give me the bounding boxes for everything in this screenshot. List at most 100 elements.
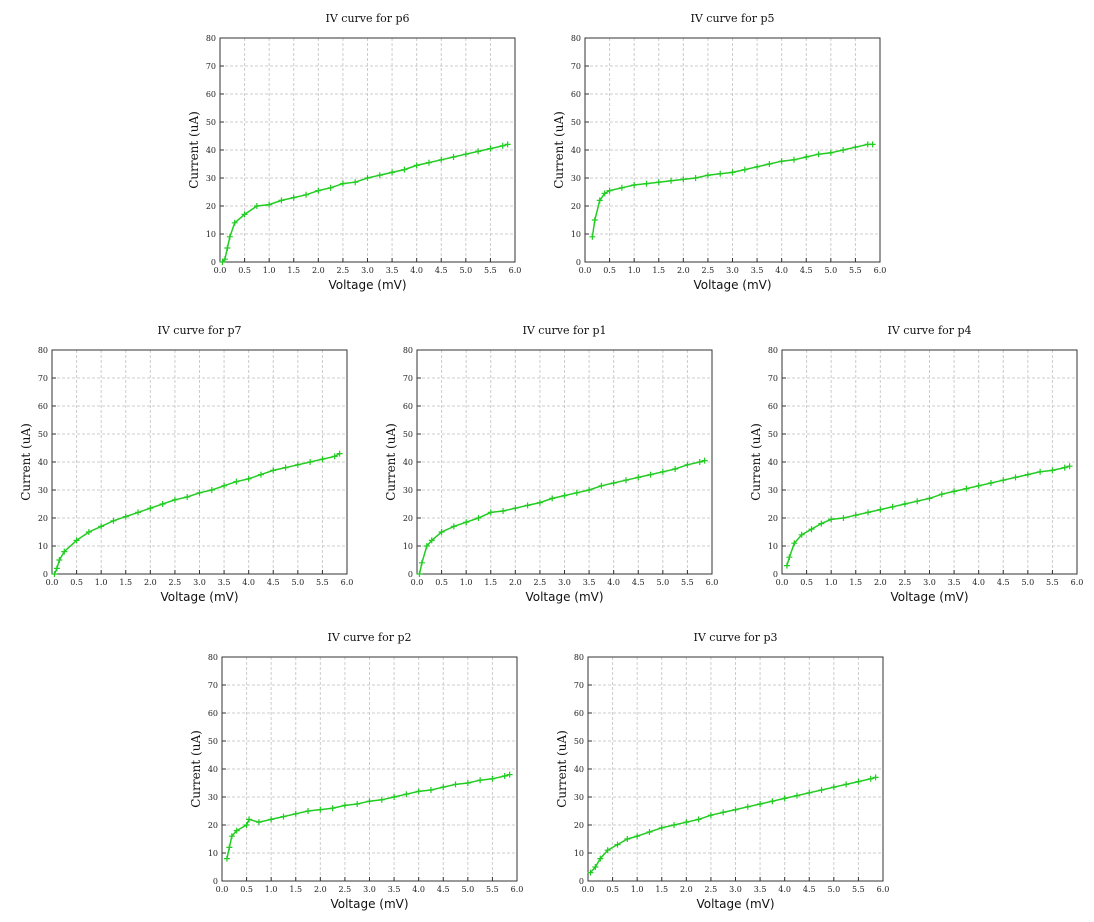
x-tick-label: 3.0 (361, 266, 374, 275)
x-tick-label: 1.5 (849, 578, 862, 587)
x-tick-label: 2.5 (337, 266, 350, 275)
y-tick-label: 40 (574, 765, 584, 774)
data-marker (646, 829, 653, 835)
data-marker (389, 169, 396, 176)
data-marker (744, 803, 751, 810)
data-marker (872, 774, 879, 781)
y-tick-label: 0 (773, 570, 778, 579)
data-marker (413, 162, 420, 169)
data-marker (741, 166, 748, 173)
data-marker (73, 537, 80, 544)
data-marker (926, 495, 933, 502)
data-marker (1049, 467, 1056, 474)
data-marker (840, 147, 847, 153)
data-marker (61, 548, 68, 555)
x-tick-label: 1.5 (287, 266, 300, 275)
data-marker (512, 505, 519, 512)
x-tick-label: 6.0 (1071, 578, 1084, 587)
data-marker (327, 184, 334, 191)
x-tick-label: 0.0 (776, 578, 789, 587)
data-marker (830, 784, 837, 791)
y-axis-label: Current (uA) (552, 111, 566, 189)
data-marker (475, 148, 482, 155)
data-marker (98, 523, 105, 530)
y-tick-label: 50 (571, 118, 581, 127)
data-marker (987, 480, 994, 486)
data-marker (843, 781, 850, 788)
x-tick-label: 4.5 (997, 578, 1010, 587)
data-marker (549, 495, 556, 502)
x-tick-label: 4.0 (972, 578, 985, 587)
x-tick-label: 5.0 (656, 578, 669, 587)
data-marker (793, 792, 800, 799)
x-tick-label: 2.5 (339, 885, 352, 894)
data-marker (852, 144, 859, 151)
data-marker (403, 791, 410, 798)
y-tick-label: 0 (576, 258, 581, 267)
x-tick-label: 4.0 (775, 266, 788, 275)
x-tick-label: 3.0 (193, 578, 206, 587)
data-marker (364, 175, 371, 181)
data-marker (226, 233, 233, 240)
y-tick-label: 20 (208, 821, 218, 830)
data-marker (536, 499, 543, 506)
data-line (226, 773, 510, 859)
y-tick-label: 80 (38, 346, 48, 355)
data-marker (524, 502, 531, 509)
data-marker (341, 802, 348, 809)
data-marker (732, 806, 739, 813)
y-tick-label: 10 (768, 542, 778, 551)
data-marker (391, 794, 398, 800)
y-tick-label: 20 (574, 821, 584, 830)
data-marker (781, 795, 788, 802)
data-marker (643, 180, 650, 187)
x-tick-label: 4.5 (267, 578, 280, 587)
data-marker (51, 571, 58, 577)
x-tick-label: 2.0 (509, 578, 522, 587)
y-tick-label: 60 (208, 709, 218, 718)
data-marker (867, 775, 874, 782)
data-marker (477, 777, 484, 784)
x-tick-label: 1.0 (265, 885, 278, 894)
x-tick-label: 4.0 (410, 266, 423, 275)
data-marker (246, 816, 253, 823)
x-tick-label: 2.0 (680, 885, 693, 894)
data-marker (720, 809, 727, 816)
data-marker (243, 822, 250, 828)
x-tick-label: 3.5 (751, 266, 764, 275)
x-axis-label: Voltage (mV) (525, 590, 603, 604)
y-axis-label: Current (uA) (749, 423, 763, 501)
data-marker (147, 505, 154, 512)
data-marker (618, 184, 625, 191)
data-marker (319, 456, 326, 463)
x-tick-label: 2.5 (702, 266, 715, 275)
data-marker (598, 482, 605, 489)
y-tick-label: 60 (571, 90, 581, 99)
chart: 0.0 0.5 1.0 1.5 2.0 2.5 3.0 3.5 4.0 4.5 5.0 5.5 6.0 0… (19, 324, 353, 604)
data-marker (278, 197, 285, 204)
y-tick-label: 20 (571, 202, 581, 211)
x-tick-label: 4.5 (803, 885, 816, 894)
data-marker (592, 864, 599, 870)
y-tick-label: 80 (574, 653, 584, 662)
data-marker (280, 813, 287, 820)
data-marker (852, 512, 859, 519)
y-tick-label: 60 (38, 402, 48, 411)
x-tick-label: 3.0 (726, 266, 739, 275)
x-tick-label: 5.5 (1046, 578, 1059, 587)
data-marker (815, 151, 822, 158)
x-tick-label: 6.0 (706, 578, 719, 587)
x-tick-label: 1.0 (460, 578, 473, 587)
data-marker (231, 219, 238, 226)
data-marker (889, 503, 896, 510)
data-marker (135, 509, 142, 516)
plot-frame (219, 37, 516, 263)
y-tick-label: 70 (574, 681, 584, 690)
x-tick-label: 0.0 (214, 266, 227, 275)
data-marker (757, 801, 764, 807)
data-marker (704, 172, 711, 179)
data-marker (1000, 477, 1007, 484)
data-marker (226, 844, 233, 851)
y-tick-label: 0 (43, 570, 48, 579)
data-marker (224, 245, 231, 251)
